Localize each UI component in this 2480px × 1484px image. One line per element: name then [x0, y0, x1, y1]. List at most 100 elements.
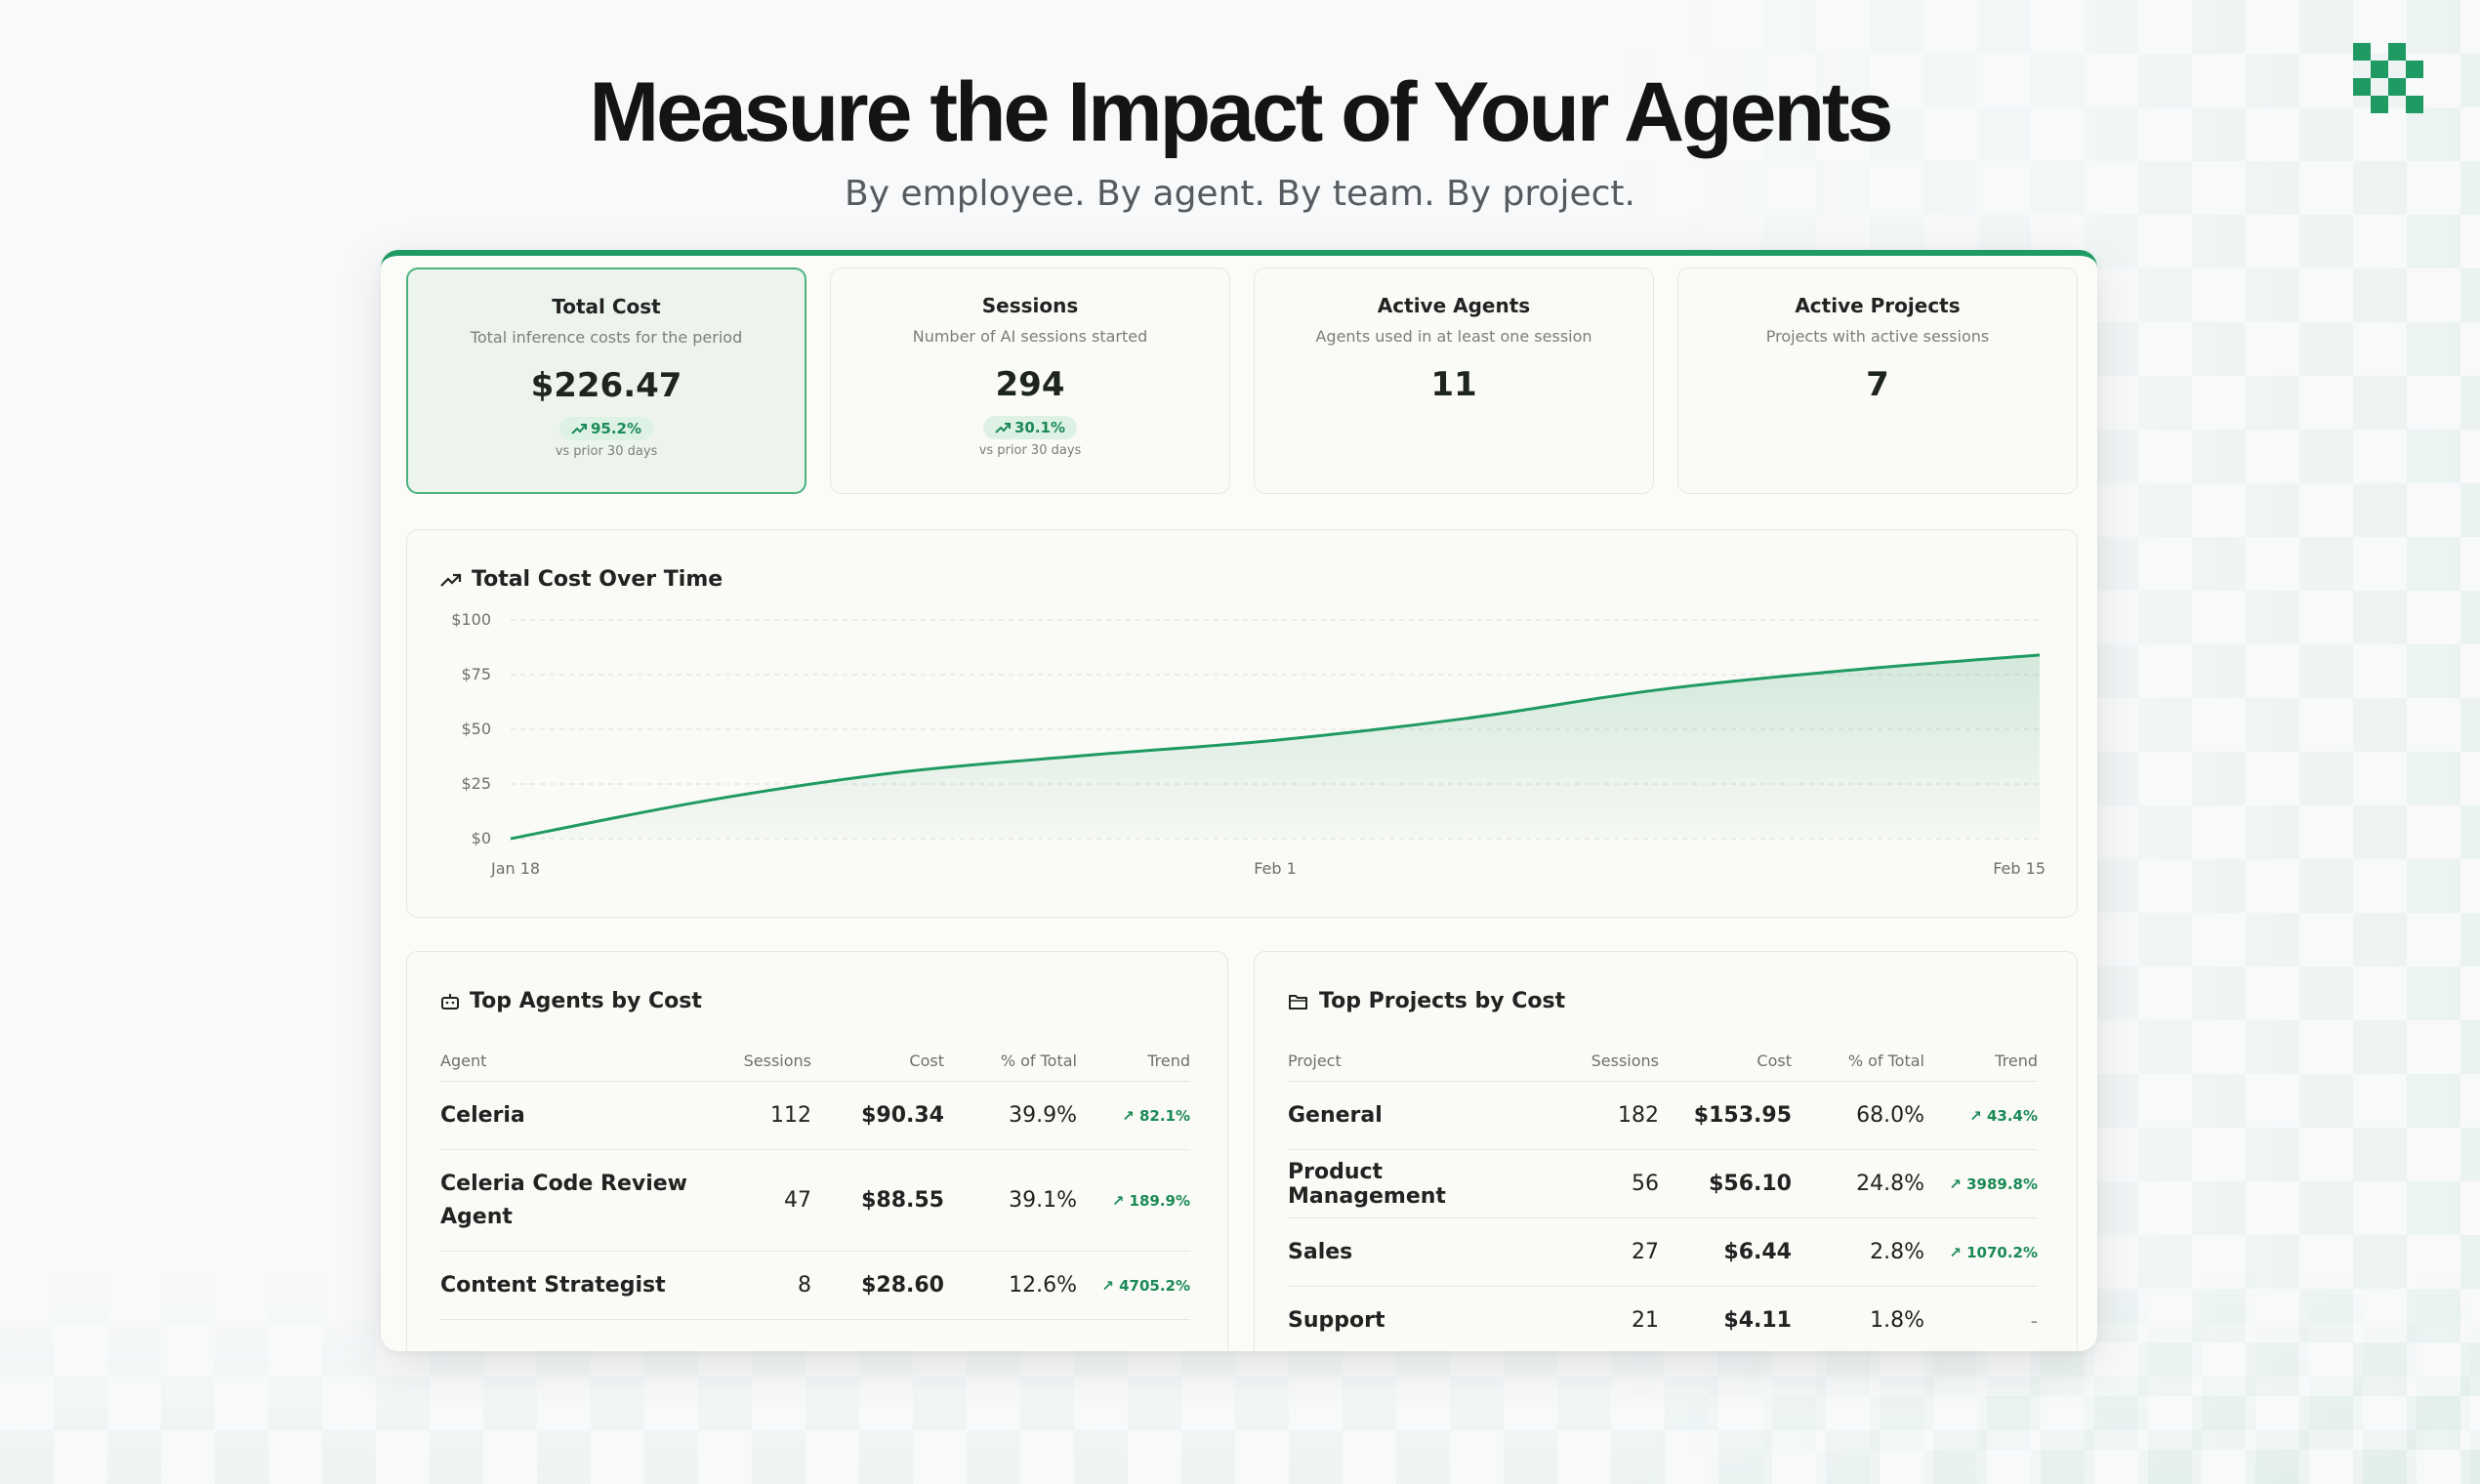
percent-cell: 24.8%	[1792, 1149, 1924, 1218]
trending-up-icon	[571, 424, 587, 434]
bot-icon	[441, 993, 459, 1010]
change-badge: 30.1%	[982, 416, 1078, 439]
trend-cell: -	[1924, 1286, 2038, 1351]
table-row[interactable]: Celeria Code Review Agent 47 $88.55 39.1…	[440, 1149, 1190, 1252]
cost-cell: $28.60	[811, 1251, 944, 1320]
cost-chart: $0 $25 $50 $75 $100 Jan 18 Feb 1 Feb 15	[451, 610, 2046, 878]
project-name: Sales	[1288, 1217, 1542, 1287]
column-header-cost[interactable]: Cost	[811, 1040, 944, 1082]
sessions-cell: 21	[1542, 1286, 1659, 1351]
folder-icon	[1289, 994, 1307, 1010]
column-header-cost[interactable]: Cost	[1659, 1040, 1792, 1082]
trend-cell: ↗ 4705.2%	[1077, 1251, 1190, 1320]
trend-cell: ↗ 1070.2%	[1924, 1217, 2038, 1287]
top-projects-card: Top Projects by Cost Project Sessions Co…	[1254, 951, 2078, 1351]
change-value: 30.1%	[1013, 419, 1066, 436]
table-row[interactable]: Celeria 112 $90.34 39.9% ↗ 82.1%	[440, 1081, 1190, 1150]
change-badge: 95.2%	[558, 417, 654, 440]
y-tick-label: $25	[461, 774, 491, 793]
trend-value: 1070.2%	[1966, 1243, 2038, 1261]
project-name: Product Management	[1288, 1149, 1542, 1218]
trend-cell: ↗ 3989.8%	[1924, 1149, 2038, 1218]
projects-table-title: Top Projects by Cost	[1288, 989, 1565, 1013]
agents-table: Agent Sessions Cost % of Total Trend Cel…	[440, 1040, 1190, 1320]
y-tick-label: $100	[451, 610, 491, 629]
column-header-trend[interactable]: Trend	[1077, 1040, 1190, 1082]
table-header-row: Agent Sessions Cost % of Total Trend	[440, 1040, 1190, 1082]
hero-subtitle: By employee. By agent. By team. By proje…	[845, 174, 1635, 214]
trend-value: 4705.2%	[1119, 1276, 1190, 1295]
trend-value: 3989.8%	[1966, 1175, 2038, 1193]
stat-value: $226.47	[530, 366, 682, 405]
trending-up-icon: ↗	[1949, 1175, 1967, 1193]
stat-card-active-agents[interactable]: Active Agents Agents used in at least on…	[1254, 268, 1654, 494]
column-header-percent[interactable]: % of Total	[944, 1040, 1077, 1082]
agents-table-title: Top Agents by Cost	[440, 989, 702, 1013]
column-header-trend[interactable]: Trend	[1924, 1040, 2038, 1082]
column-header-project[interactable]: Project	[1288, 1040, 1542, 1082]
stat-card-active-projects[interactable]: Active Projects Projects with active ses…	[1677, 268, 2078, 494]
trending-up-icon: ↗	[1101, 1276, 1120, 1295]
percent-cell: 39.9%	[944, 1081, 1077, 1150]
brand-logo-icon	[2353, 43, 2423, 113]
sessions-cell: 27	[1542, 1217, 1659, 1287]
cost-cell: $88.55	[811, 1149, 944, 1252]
column-header-percent[interactable]: % of Total	[1792, 1040, 1924, 1082]
trend-value: 82.1%	[1138, 1106, 1190, 1125]
trending-up-icon	[440, 573, 462, 587]
trend-value: 43.4%	[1986, 1106, 2038, 1125]
compare-text: vs prior 30 days	[978, 443, 1082, 458]
chart-title-text: Total Cost Over Time	[472, 567, 723, 592]
cost-cell: $153.95	[1659, 1081, 1792, 1150]
agent-name: Content Strategist	[440, 1251, 694, 1320]
column-header-sessions[interactable]: Sessions	[694, 1040, 811, 1082]
table-row[interactable]: Sales 27 $6.44 2.8% ↗ 1070.2%	[1288, 1217, 2038, 1287]
stat-card-total-cost[interactable]: Total Cost Total inference costs for the…	[406, 268, 806, 494]
x-tick-label: Feb 1	[1254, 859, 1297, 878]
cost-cell: $6.44	[1659, 1217, 1792, 1287]
compare-text: vs prior 30 days	[555, 444, 658, 459]
trend-cell: ↗ 189.9%	[1077, 1149, 1190, 1252]
cost-series-line	[510, 653, 2041, 841]
percent-cell: 12.6%	[944, 1251, 1077, 1320]
trending-up-icon: ↗	[1122, 1106, 1139, 1125]
cost-cell: $4.11	[1659, 1286, 1792, 1351]
y-tick-label: $50	[461, 720, 491, 738]
trending-up-icon	[995, 423, 1011, 433]
sessions-cell: 56	[1542, 1149, 1659, 1218]
top-agents-card: Top Agents by Cost Agent Sessions Cost %…	[406, 951, 1228, 1351]
x-tick-label: Feb 15	[1993, 859, 2046, 878]
trending-up-icon: ↗	[1969, 1106, 1987, 1125]
trending-up-icon: ↗	[1949, 1243, 1967, 1261]
stat-description: Agents used in at least one session	[1315, 327, 1592, 346]
percent-cell: 1.8%	[1792, 1286, 1924, 1351]
stat-value: 7	[1866, 365, 1889, 404]
column-header-agent[interactable]: Agent	[440, 1040, 694, 1082]
percent-cell: 68.0%	[1792, 1081, 1924, 1150]
table-row[interactable]: Product Management 56 $56.10 24.8% ↗ 398…	[1288, 1149, 2038, 1218]
stat-card-sessions[interactable]: Sessions Number of AI sessions started 2…	[830, 268, 1230, 494]
x-tick-label: Jan 18	[490, 859, 540, 878]
table-row[interactable]: Content Strategist 8 $28.60 12.6% ↗ 4705…	[440, 1251, 1190, 1320]
trending-up-icon: ↗	[1111, 1191, 1130, 1210]
stat-label: Total Cost	[552, 295, 661, 318]
percent-cell: 2.8%	[1792, 1217, 1924, 1287]
table-row[interactable]: Support 21 $4.11 1.8% -	[1288, 1286, 2038, 1351]
agent-name: Celeria	[440, 1081, 694, 1150]
sessions-cell: 8	[694, 1251, 811, 1320]
agents-table-title-text: Top Agents by Cost	[470, 989, 702, 1013]
column-header-sessions[interactable]: Sessions	[1542, 1040, 1659, 1082]
chart-title: Total Cost Over Time	[440, 567, 723, 592]
project-name: General	[1288, 1081, 1542, 1150]
trend-cell: ↗ 82.1%	[1077, 1081, 1190, 1150]
stat-description: Number of AI sessions started	[912, 327, 1148, 346]
stat-value: 294	[995, 365, 1065, 404]
sessions-cell: 47	[694, 1149, 811, 1252]
table-row[interactable]: General 182 $153.95 68.0% ↗ 43.4%	[1288, 1081, 2038, 1150]
y-tick-label: $0	[472, 829, 491, 847]
cost-chart-card: Total Cost Over Time $0 $25 $50 $75 $100 Jan …	[406, 529, 2078, 918]
stat-description: Total inference costs for the period	[470, 328, 743, 347]
percent-cell: 39.1%	[944, 1149, 1077, 1252]
stat-description: Projects with active sessions	[1765, 327, 1990, 346]
change-value: 95.2%	[590, 420, 642, 437]
